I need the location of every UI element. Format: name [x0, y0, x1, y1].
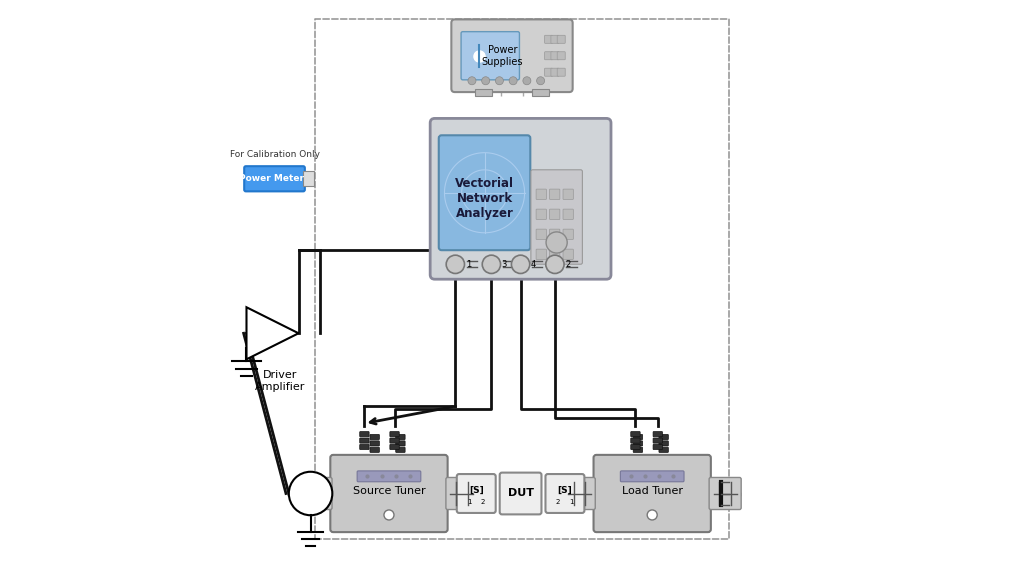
FancyBboxPatch shape	[659, 447, 669, 453]
FancyBboxPatch shape	[653, 432, 663, 437]
Circle shape	[468, 76, 476, 85]
FancyBboxPatch shape	[653, 444, 663, 450]
FancyBboxPatch shape	[563, 189, 573, 200]
FancyBboxPatch shape	[390, 432, 399, 437]
Text: 4: 4	[530, 260, 537, 269]
Text: Source Tuner: Source Tuner	[352, 486, 425, 496]
FancyBboxPatch shape	[550, 209, 560, 220]
Text: 1: 1	[569, 499, 574, 505]
FancyBboxPatch shape	[537, 249, 547, 259]
FancyBboxPatch shape	[303, 171, 314, 186]
FancyBboxPatch shape	[430, 118, 611, 279]
FancyBboxPatch shape	[331, 455, 447, 532]
Circle shape	[446, 255, 465, 274]
FancyBboxPatch shape	[631, 432, 640, 437]
FancyBboxPatch shape	[457, 474, 496, 513]
Circle shape	[481, 76, 489, 85]
Circle shape	[482, 255, 501, 274]
Circle shape	[384, 510, 394, 520]
Text: Power Meter: Power Meter	[240, 174, 304, 183]
FancyBboxPatch shape	[359, 432, 369, 437]
Circle shape	[546, 232, 567, 253]
Circle shape	[289, 472, 333, 515]
FancyBboxPatch shape	[545, 68, 553, 76]
Text: [S]: [S]	[469, 485, 483, 494]
Text: [S]: [S]	[557, 485, 572, 494]
Text: Load Tuner: Load Tuner	[622, 486, 683, 496]
Text: Vectorial
Network
Analyzer: Vectorial Network Analyzer	[455, 177, 514, 220]
FancyBboxPatch shape	[594, 455, 711, 532]
FancyBboxPatch shape	[545, 35, 553, 43]
FancyBboxPatch shape	[550, 249, 560, 259]
FancyBboxPatch shape	[370, 435, 379, 440]
FancyBboxPatch shape	[563, 229, 573, 239]
FancyBboxPatch shape	[461, 32, 519, 80]
FancyBboxPatch shape	[563, 477, 595, 509]
FancyBboxPatch shape	[537, 209, 547, 220]
Text: DUT: DUT	[508, 489, 534, 499]
FancyBboxPatch shape	[621, 471, 684, 482]
FancyBboxPatch shape	[633, 447, 643, 453]
Text: 2: 2	[565, 260, 570, 269]
FancyBboxPatch shape	[359, 444, 369, 450]
Circle shape	[546, 255, 564, 274]
FancyBboxPatch shape	[532, 89, 549, 95]
FancyBboxPatch shape	[631, 444, 640, 450]
FancyBboxPatch shape	[395, 441, 406, 446]
Circle shape	[537, 76, 545, 85]
FancyBboxPatch shape	[370, 441, 379, 446]
FancyBboxPatch shape	[557, 35, 565, 43]
FancyBboxPatch shape	[551, 52, 559, 60]
FancyBboxPatch shape	[390, 438, 399, 443]
FancyBboxPatch shape	[445, 477, 478, 509]
FancyBboxPatch shape	[557, 52, 565, 60]
FancyBboxPatch shape	[557, 68, 565, 76]
FancyBboxPatch shape	[537, 229, 547, 239]
Circle shape	[523, 76, 530, 85]
FancyBboxPatch shape	[357, 471, 421, 482]
Polygon shape	[247, 307, 299, 359]
FancyBboxPatch shape	[563, 249, 573, 259]
FancyBboxPatch shape	[452, 20, 572, 92]
Text: 2: 2	[481, 499, 485, 505]
Circle shape	[509, 76, 517, 85]
FancyBboxPatch shape	[545, 52, 553, 60]
FancyBboxPatch shape	[395, 435, 406, 440]
FancyBboxPatch shape	[537, 189, 547, 200]
Text: 1: 1	[466, 260, 471, 269]
FancyBboxPatch shape	[300, 477, 332, 509]
Text: 1: 1	[467, 499, 472, 505]
Text: Driver
Amplifier: Driver Amplifier	[255, 370, 305, 392]
Text: 3: 3	[502, 260, 507, 269]
FancyBboxPatch shape	[631, 438, 640, 443]
FancyBboxPatch shape	[438, 135, 530, 250]
FancyBboxPatch shape	[244, 166, 305, 191]
FancyBboxPatch shape	[390, 444, 399, 450]
FancyBboxPatch shape	[563, 209, 573, 220]
FancyBboxPatch shape	[659, 435, 669, 440]
FancyBboxPatch shape	[633, 441, 643, 446]
Text: 2: 2	[556, 499, 560, 505]
FancyBboxPatch shape	[653, 438, 663, 443]
FancyBboxPatch shape	[551, 68, 559, 76]
FancyBboxPatch shape	[550, 229, 560, 239]
FancyBboxPatch shape	[359, 438, 369, 443]
FancyBboxPatch shape	[475, 89, 492, 95]
FancyBboxPatch shape	[550, 189, 560, 200]
FancyBboxPatch shape	[546, 474, 585, 513]
Circle shape	[496, 76, 504, 85]
Text: Power
Supplies: Power Supplies	[481, 45, 523, 67]
FancyBboxPatch shape	[370, 447, 379, 453]
FancyBboxPatch shape	[395, 447, 406, 453]
FancyBboxPatch shape	[633, 435, 643, 440]
FancyBboxPatch shape	[551, 35, 559, 43]
Text: For Calibration Only: For Calibration Only	[229, 150, 319, 159]
Circle shape	[511, 255, 529, 274]
FancyBboxPatch shape	[710, 477, 741, 509]
FancyBboxPatch shape	[500, 473, 542, 515]
FancyBboxPatch shape	[530, 170, 583, 264]
Circle shape	[647, 510, 657, 520]
FancyBboxPatch shape	[659, 441, 669, 446]
